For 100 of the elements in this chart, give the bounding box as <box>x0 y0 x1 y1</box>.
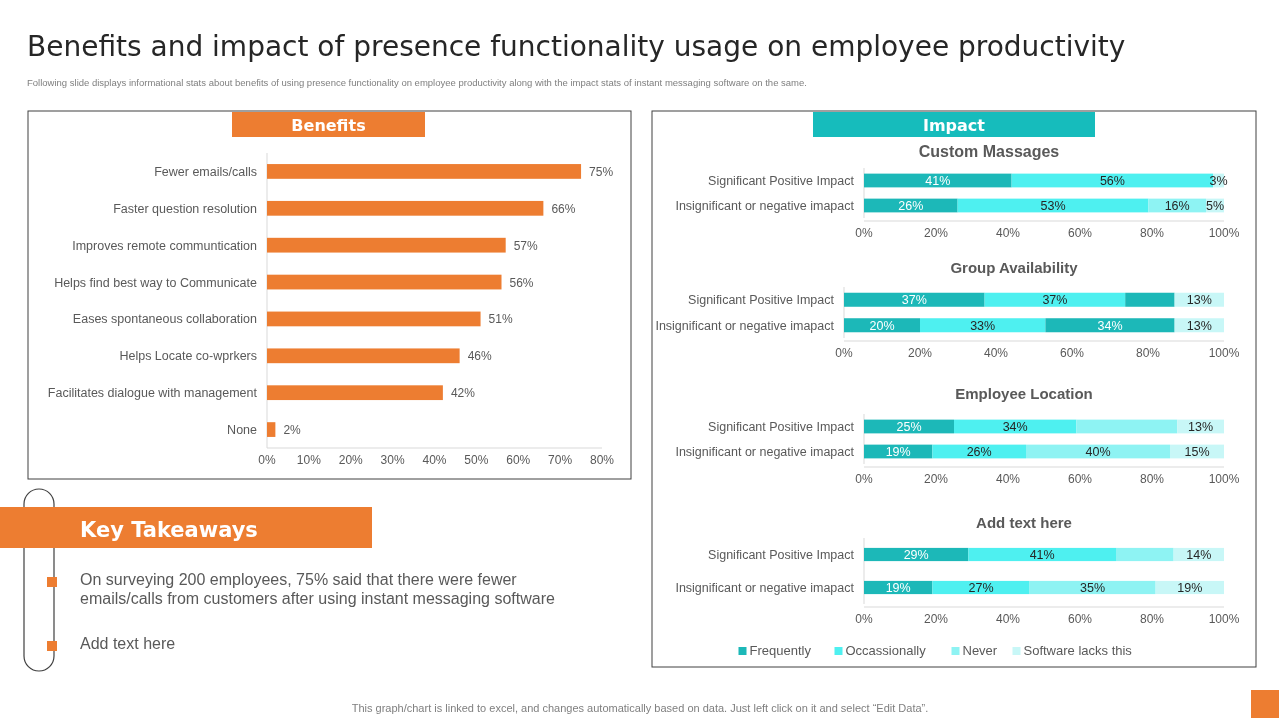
legend-label: Software lacks this <box>1023 643 1133 658</box>
data-label: 41% <box>1029 548 1055 562</box>
x-tick-label: 80% <box>1139 226 1165 240</box>
y-tick-label: Helps Locate co-wprkers <box>119 349 257 364</box>
data-label: 34% <box>1097 318 1123 333</box>
x-tick-label: 60% <box>1059 346 1085 360</box>
x-tick-label: 40% <box>422 453 447 467</box>
bar <box>267 348 460 364</box>
data-label: 2% <box>283 423 302 438</box>
data-label: 13% <box>1186 293 1212 308</box>
x-tick-label: 60% <box>1067 472 1093 486</box>
y-tick-label: Improves remote communtication <box>72 238 258 253</box>
y-tick-label: Insignificant or negative imapact <box>675 199 855 213</box>
data-label: 14% <box>1186 548 1212 562</box>
x-tick-label: 100% <box>1208 346 1240 360</box>
data-label: 15% <box>1184 445 1210 459</box>
x-tick-label: 100% <box>1208 226 1240 240</box>
data-label: 51% <box>488 312 513 327</box>
bar <box>267 200 544 216</box>
bar <box>267 422 276 437</box>
x-tick-label: 60% <box>1067 226 1093 240</box>
data-label: 57% <box>513 238 539 253</box>
data-label: 35% <box>1080 581 1106 595</box>
bar <box>984 292 1126 307</box>
bar <box>968 547 1116 562</box>
x-tick-label: 70% <box>548 453 573 467</box>
data-label: 26% <box>966 445 992 459</box>
y-tick-label: Significant Positive Impact <box>708 548 855 562</box>
y-tick-label: Significant Positive Impact <box>708 174 855 188</box>
text: Following slide displays informational stats about benefits of using presence functionality on employee productivity along with the impact stats of instant messaging software on the same. <box>27 77 807 88</box>
legend-label: Occassionally <box>845 643 927 658</box>
data-label: 41% <box>925 174 951 188</box>
x-tick-label: 20% <box>923 472 949 486</box>
text: On surveying 200 employees, 75% said that there were fewer emails/calls from customers after using instant messaging software <box>80 571 555 607</box>
bar <box>267 385 443 401</box>
x-tick-label: 0% <box>855 226 873 240</box>
bar <box>1125 292 1175 307</box>
data-label: 46% <box>467 349 492 364</box>
bar <box>920 318 1046 333</box>
y-tick-label: Faster question resolution <box>113 201 258 216</box>
y-tick-label: Eases spontaneous collaboration <box>72 312 258 327</box>
data-label: 26% <box>898 199 924 213</box>
data-label: 37% <box>1042 293 1068 308</box>
x-tick-label: 40% <box>995 612 1021 626</box>
data-label: 5% <box>1205 199 1225 213</box>
x-tick-label: 0% <box>258 453 276 467</box>
x-tick-label: 20% <box>923 226 949 240</box>
y-tick-label: None <box>227 423 258 438</box>
data-label: 56% <box>1099 174 1125 188</box>
x-tick-label: 80% <box>1139 472 1165 486</box>
legend-label: Frequently <box>749 643 812 658</box>
data-label: 13% <box>1186 318 1212 333</box>
x-tick-label: 80% <box>589 453 615 467</box>
bar <box>267 274 502 290</box>
text: Key Takeaways <box>80 518 258 542</box>
x-tick-label: 100% <box>1208 612 1240 626</box>
chart-title: Impact <box>922 116 986 135</box>
text: This graph/chart is linked to excel, and changes automatically based on data. Just left click on it and select “Edit Data”. <box>351 702 929 714</box>
data-label: 25% <box>896 420 922 434</box>
x-tick-label: 0% <box>835 346 853 360</box>
data-label: 19% <box>885 581 911 595</box>
data-label: 53% <box>1040 199 1066 213</box>
chart-title: Benefits <box>291 116 366 135</box>
bar <box>1045 318 1175 333</box>
data-label: 66% <box>551 201 576 216</box>
data-label: 42% <box>450 386 476 401</box>
legend-label: Never <box>962 643 998 658</box>
x-tick-label: 20% <box>907 346 933 360</box>
data-label: 34% <box>1002 420 1028 434</box>
y-tick-label: Insignificant or negative imapact <box>675 445 855 459</box>
y-tick-label: Insignificant or negative imapact <box>675 581 855 595</box>
y-tick-label: Significant Positive Impact <box>688 293 835 308</box>
data-label: 33% <box>970 318 996 333</box>
data-label: 27% <box>968 581 994 595</box>
x-tick-label: 10% <box>296 453 322 467</box>
x-tick-label: 0% <box>855 612 873 626</box>
x-tick-label: 50% <box>464 453 489 467</box>
data-label: 13% <box>1188 420 1214 434</box>
x-tick-label: 80% <box>1139 612 1165 626</box>
bar <box>267 237 506 253</box>
x-tick-label: 40% <box>983 346 1009 360</box>
x-tick-label: 0% <box>855 472 873 486</box>
bar <box>1076 419 1178 434</box>
chart-title: Group Availability <box>950 259 1079 276</box>
x-tick-label: 60% <box>1067 612 1093 626</box>
data-label: 75% <box>589 164 614 179</box>
x-tick-label: 20% <box>923 612 949 626</box>
x-tick-label: 60% <box>506 453 531 467</box>
y-tick-label: Fewer emails/calls <box>154 164 257 179</box>
y-tick-label: Helps find best way to Communicate <box>54 275 258 290</box>
bar <box>267 164 582 179</box>
data-label: 16% <box>1164 199 1190 213</box>
y-tick-label: Significant Positive Impact <box>708 420 855 434</box>
chart-title: Add text here <box>976 514 1072 531</box>
bar <box>844 292 985 307</box>
x-tick-label: 30% <box>380 453 405 467</box>
chart-subtitle: Custom Massages <box>918 143 1060 160</box>
data-label: 19% <box>885 445 911 459</box>
x-tick-label: 40% <box>995 472 1021 486</box>
data-label: 20% <box>869 318 895 333</box>
